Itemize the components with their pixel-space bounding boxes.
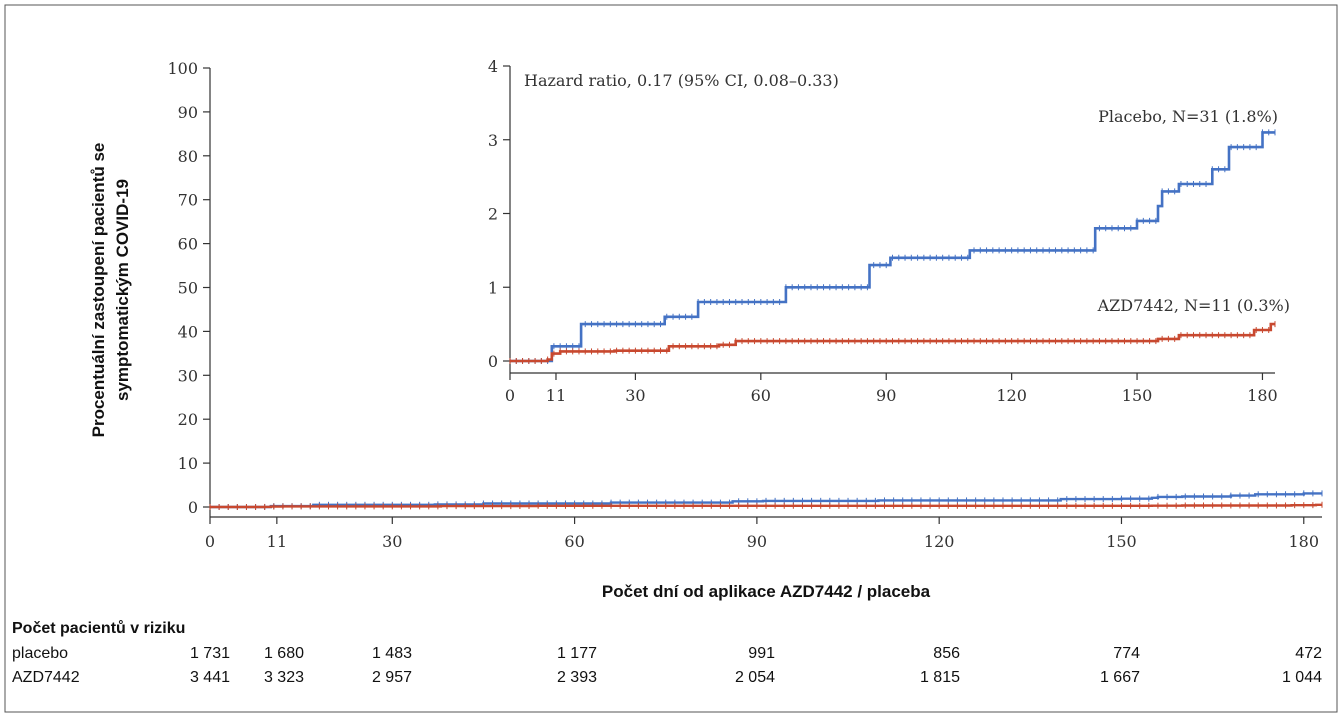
inset-series-placebo: [510, 131, 1275, 363]
inset-y-tick-label: 2: [488, 205, 498, 224]
main-y-tick-label: 80: [178, 147, 198, 166]
inset-x-tick-label: 150: [1122, 386, 1153, 405]
main-x-tick-label: 90: [747, 532, 767, 551]
inset-y-tick-label: 4: [488, 57, 498, 76]
main-x-tick-label: 120: [924, 532, 955, 551]
main-y-tick-label: 0: [188, 498, 198, 517]
inset-x-tick-label: 0: [505, 386, 515, 405]
inset-x-tick-label: 30: [625, 386, 645, 405]
inset-chart: 0 1 2 3 4 0 11 30 60 90 120 150 180 Hazard ratio, 0.1…: [470, 56, 1290, 409]
main-y-tick-label: 10: [178, 454, 198, 473]
main-x-tick-label: 11: [267, 532, 287, 551]
inset-y-tick-label: 1: [488, 278, 498, 297]
y-axis-label-line1: Procentuální zastoupení pacientů se: [89, 143, 108, 438]
inset-y-tick-label: 3: [488, 131, 498, 150]
main-y-tick-label: 50: [178, 279, 198, 298]
main-x-tick-label: 0: [205, 532, 215, 551]
x-axis-label: Počet dní od aplikace AZD7442 / placeba: [602, 582, 931, 601]
azd7442-series-label: AZD7442, N=11 (0.3%): [1097, 296, 1290, 315]
inset-x-tick-label: 11: [546, 386, 566, 405]
main-y-tick-label: 60: [178, 235, 198, 254]
main-x-tick-label: 150: [1106, 532, 1137, 551]
placebo-series-label: Placebo, N=31 (1.8%): [1098, 107, 1278, 126]
inset-y-tick-label: 0: [488, 352, 498, 371]
inset-x-tick-label: 120: [996, 386, 1027, 405]
y-axis-label-line2: symptomatickým COVID-19: [113, 179, 132, 401]
main-x-tick-label: 60: [564, 532, 584, 551]
inset-x-tick-label: 180: [1247, 386, 1278, 405]
main-series: [209, 490, 1323, 510]
inset-x-tick-label: 90: [876, 386, 896, 405]
main-y-tick-label: 90: [178, 103, 198, 122]
outer-border: [4, 4, 1338, 713]
main-y-tick-label: 40: [178, 322, 198, 341]
main-y-tick-label: 20: [178, 410, 198, 429]
main-series-azd7442: [210, 503, 1322, 509]
main-y-tick-label: 70: [178, 191, 198, 210]
main-series-placebo: [210, 492, 1322, 509]
main-x-tick-label: 30: [382, 532, 402, 551]
hazard-ratio-annotation: Hazard ratio, 0.17 (95% CI, 0.08–0.33): [524, 71, 839, 90]
main-y-tick-label: 30: [178, 366, 198, 385]
main-x-tick-label: 180: [1288, 532, 1319, 551]
inset-x-tick-label: 60: [751, 386, 771, 405]
main-y-tick-label: 100: [167, 59, 198, 78]
